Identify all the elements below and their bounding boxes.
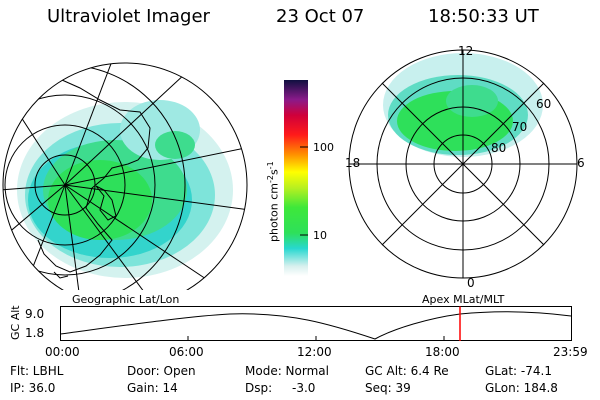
gc-alt-info: GC Alt: 6.4 Re bbox=[365, 364, 449, 378]
filter-info: Flt: LBHL bbox=[10, 364, 64, 378]
mlt-label-0: 0 bbox=[467, 276, 475, 290]
colorbar-unit-label: photon cm-2s-1 bbox=[266, 161, 281, 242]
glon-info: GLon: 184.8 bbox=[485, 381, 558, 395]
colorbar-tick-10: 10 bbox=[313, 229, 327, 242]
mode-info: Mode: Normal bbox=[245, 364, 329, 378]
gain-info: Gain: 14 bbox=[127, 381, 178, 395]
geographic-caption: Geographic Lat/Lon bbox=[72, 293, 180, 306]
orbit-ytick-low: 1.8 bbox=[25, 326, 45, 340]
color-scale-bar bbox=[284, 80, 308, 276]
seq-info: Seq: 39 bbox=[365, 381, 411, 395]
glat-info: GLat: -74.1 bbox=[485, 364, 552, 378]
polar-map bbox=[348, 49, 578, 279]
orbit-xtick-0000: 00:00 bbox=[45, 345, 80, 359]
colorbar-tick-100: 100 bbox=[313, 141, 334, 154]
ip-info: IP: 36.0 bbox=[10, 381, 56, 395]
mlt-label-18: 18 bbox=[345, 156, 361, 170]
orbit-xtick-2359: 23:59 bbox=[553, 345, 588, 359]
time-label: 18:50:33 UT bbox=[428, 6, 539, 27]
dsp-label: Dsp: bbox=[245, 381, 273, 395]
orbit-ylabel: GC Alt bbox=[9, 305, 22, 340]
instrument-title: Ultraviolet Imager bbox=[47, 6, 210, 27]
mlat-label-70: 70 bbox=[512, 120, 528, 134]
orbit-ytick-high: 9.0 bbox=[25, 307, 45, 321]
door-info: Door: Open bbox=[127, 364, 196, 378]
mlat-label-60: 60 bbox=[536, 97, 552, 111]
mlt-label-6: 6 bbox=[577, 156, 585, 170]
dsp-value: -3.0 bbox=[292, 381, 316, 395]
apex-caption: Apex MLat/MLT bbox=[422, 293, 505, 306]
mlt-label-12: 12 bbox=[458, 44, 474, 58]
geographic-map bbox=[2, 62, 248, 290]
orbit-altitude-plot bbox=[60, 306, 572, 341]
orbit-xtick-1800: 18:00 bbox=[425, 345, 460, 359]
mlat-label-80: 80 bbox=[491, 141, 507, 155]
orbit-xtick-0600: 06:00 bbox=[169, 345, 204, 359]
orbit-xtick-1200: 12:00 bbox=[297, 345, 332, 359]
date-label: 23 Oct 07 bbox=[276, 6, 365, 27]
